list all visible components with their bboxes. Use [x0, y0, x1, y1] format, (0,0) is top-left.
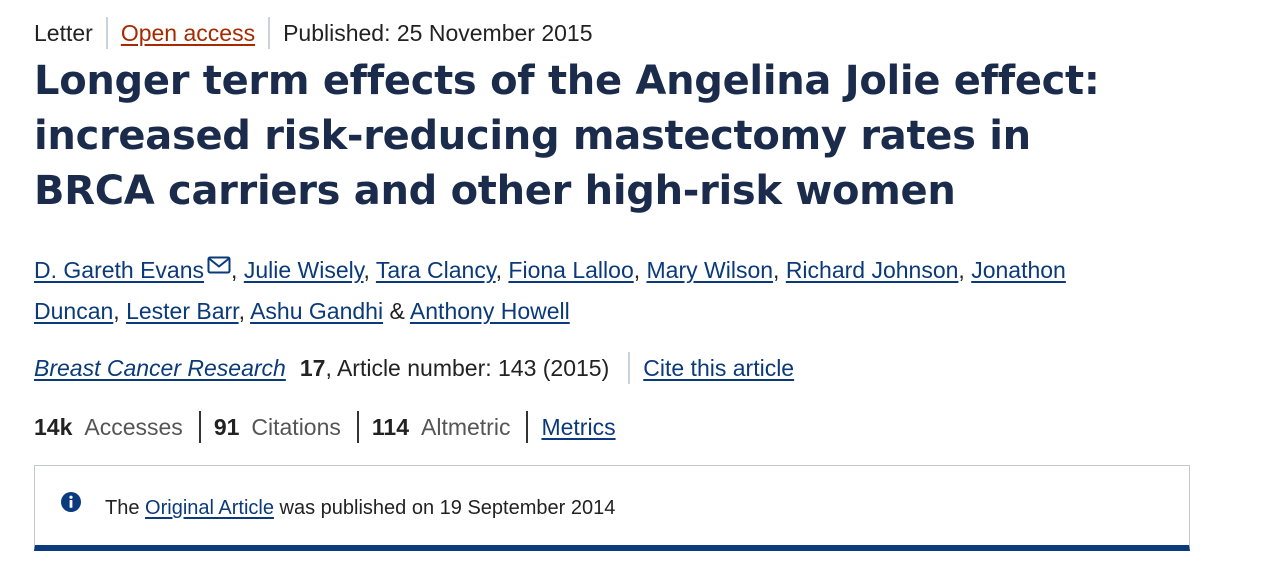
author-link[interactable]: Fiona Lalloo: [508, 257, 634, 283]
article-header: Letter Open access Published: 25 Novembe…: [34, 16, 1194, 445]
original-article-link[interactable]: Original Article: [145, 497, 274, 519]
accesses-label: Accesses: [84, 414, 183, 440]
divider: [198, 411, 201, 443]
article-number: , Article number: 143 (2015): [325, 355, 610, 381]
author-link[interactable]: Mary Wilson: [646, 257, 774, 283]
author-link[interactable]: Ashu Gandhi: [250, 298, 384, 324]
cite-article-link[interactable]: Cite this article: [643, 355, 795, 381]
author-separator: ,: [773, 257, 780, 283]
citation-line: Breast Cancer Research 17 , Article numb…: [34, 350, 1194, 386]
author-separator: ,: [633, 257, 641, 283]
author-list: D. Gareth Evans, Julie Wisely, Tara Clan…: [34, 250, 1154, 332]
notice-text: The Original Article was published on 19…: [105, 493, 615, 523]
author-link[interactable]: Anthony Howell: [409, 298, 570, 324]
author-link[interactable]: Tara Clancy: [375, 257, 496, 283]
divider: [356, 411, 359, 443]
author-separator: ,: [238, 298, 245, 324]
divider: [628, 352, 631, 384]
author-link[interactable]: Julie Wisely: [243, 257, 364, 283]
metrics-link[interactable]: Metrics: [541, 414, 616, 440]
related-article-notice: The Original Article was published on 19…: [34, 465, 1190, 551]
journal-link[interactable]: Breast Cancer Research: [34, 355, 286, 381]
author-link[interactable]: Richard Johnson: [785, 257, 959, 283]
altmetric-label: Altmetric: [421, 414, 511, 440]
author-separator: ,: [113, 298, 120, 324]
divider: [105, 17, 108, 49]
divider: [526, 411, 529, 443]
open-access-link[interactable]: Open access: [120, 20, 256, 46]
notice-suffix: was published on 19 September 2014: [279, 497, 616, 519]
mail-icon[interactable]: [207, 256, 231, 276]
metrics-bar: 14k Accesses 91 Citations 114 Altmetric …: [34, 409, 1194, 445]
author-link[interactable]: Lester Barr: [126, 298, 239, 324]
author-separator: ,: [231, 257, 238, 283]
article-type: Letter: [34, 20, 93, 46]
citations-count: 91: [213, 414, 240, 440]
article-title: Longer term effects of the Angelina Joli…: [34, 58, 1100, 214]
article-meta: Letter Open access Published: 25 Novembe…: [34, 16, 1194, 50]
notice-prefix: The: [105, 497, 140, 519]
accesses-count: 14k: [34, 414, 73, 440]
published-date: Published: 25 November 2015: [283, 20, 593, 46]
author-separator: ,: [363, 257, 370, 283]
author-separator: ,: [958, 257, 965, 283]
journal-volume: 17: [299, 355, 326, 381]
info-icon: [61, 492, 81, 512]
altmetric-score: 114: [371, 414, 409, 440]
author-link[interactable]: D. Gareth Evans: [34, 257, 205, 283]
author-separator: ,: [495, 257, 503, 283]
divider: [268, 17, 271, 49]
citations-label: Citations: [251, 414, 341, 440]
author-link[interactable]: Jonathon Duncan: [34, 257, 1066, 324]
author-separator-and: &: [389, 298, 405, 324]
